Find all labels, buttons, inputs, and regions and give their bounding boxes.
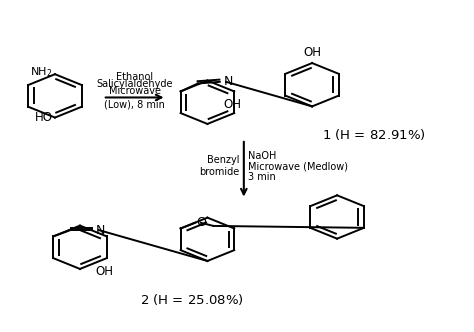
Text: Salicylaldehyde: Salicylaldehyde: [96, 79, 173, 89]
Text: $\it{1}$ (H = 82.91%): $\it{1}$ (H = 82.91%): [321, 126, 426, 142]
Text: 3 min: 3 min: [248, 172, 276, 183]
Text: O: O: [197, 215, 206, 229]
Text: (Low), 8 min: (Low), 8 min: [104, 99, 165, 109]
Text: Microwave: Microwave: [109, 86, 161, 96]
Text: Benzyl: Benzyl: [207, 155, 239, 165]
Text: N: N: [223, 75, 233, 88]
Text: $\it{2}$ (H = 25.08%): $\it{2}$ (H = 25.08%): [139, 292, 244, 307]
Text: Ethanol: Ethanol: [116, 72, 153, 82]
Text: Microwave (Medlow): Microwave (Medlow): [248, 162, 348, 172]
Text: OH: OH: [303, 46, 321, 59]
Text: OH: OH: [223, 98, 241, 112]
Text: HO: HO: [35, 111, 53, 124]
Text: N: N: [96, 223, 105, 237]
Text: bromide: bromide: [199, 167, 239, 177]
Text: NaOH: NaOH: [248, 151, 277, 161]
Text: NH$_2$: NH$_2$: [30, 65, 53, 79]
Text: OH: OH: [96, 265, 114, 278]
